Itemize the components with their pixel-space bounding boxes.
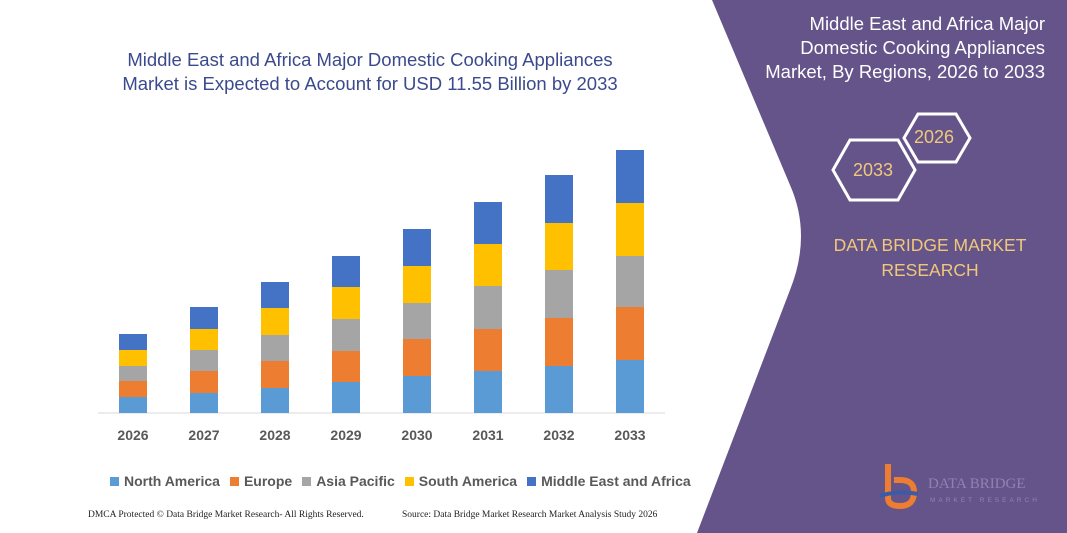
bar-segment-2029-asia-pacific [332,319,360,351]
bar-segment-2027-asia-pacific [190,350,218,371]
bar-segment-2032-middle-east-and-africa [545,175,573,223]
bar-segment-2031-asia-pacific [474,286,502,329]
bar-segment-2030-europe [403,339,431,376]
bar-segment-2027-north-america [190,393,218,413]
x-tick-label: 2031 [472,427,503,443]
bar-segment-2032-north-america [545,366,573,413]
bar-segment-2030-north-america [403,376,431,413]
chart-title: Middle East and Africa Major Domestic Co… [122,49,618,94]
legend-item: North America [110,473,220,489]
bar-segment-2029-middle-east-and-africa [332,256,360,287]
stacked-bar-chart: 2026 2027 2028 2029 2030 2031 2032 2033 [98,150,665,443]
brand-text: DATA BRIDGE MARKET RESEARCH [833,235,1027,280]
legend-label: Asia Pacific [316,473,395,489]
bar-segment-2031-north-america [474,371,502,413]
bar-segment-2032-asia-pacific [545,270,573,318]
footer-copyright: DMCA Protected © Data Bridge Market Rese… [88,510,364,520]
legend-swatch [229,476,239,486]
legend-label: North America [124,473,220,489]
bar-segment-2028-europe [261,361,289,388]
bar-segment-2031-middle-east-and-africa [474,202,502,244]
legend: North America Europe Asia Pacific South Ame… [110,473,691,489]
data-bridge-logo: DATA BRIDGE MARKET RESEARCH [879,464,1038,510]
footer-source: Source: Data Bridge Market Research Mark… [402,510,658,520]
bar-segment-2026-south-america [119,350,147,366]
bar-segment-2028-middle-east-and-africa [261,282,289,308]
bar-segment-2031-europe [474,329,502,371]
legend-item: Asia Pacific [302,473,395,489]
bar-segment-2027-middle-east-and-africa [190,307,218,329]
legend-label: Europe [243,473,293,489]
hex-2026 [902,112,972,164]
legend-label: South America [418,473,518,489]
x-tick-label: 2032 [543,427,574,443]
x-tick-label: 2033 [614,427,645,443]
bar-segment-2029-south-america [332,287,360,319]
x-tick-label: 2030 [401,427,432,443]
x-tick-label: 2029 [330,427,361,443]
svg-text:MARKET RESEARCH: MARKET RESEARCH [930,497,1038,504]
x-tick-label: 2028 [259,427,290,443]
bar-segment-2033-south-america [616,203,644,256]
legend-item: Middle East and Africa [527,473,691,489]
svg-text:DATA BRIDGE: DATA BRIDGE [928,476,1026,492]
legend-swatch [527,476,537,486]
bar-segment-2029-europe [332,351,360,382]
legend-swatch [404,476,414,486]
bar-segment-2033-middle-east-and-africa [616,150,644,203]
bar-segment-2026-europe [119,381,147,397]
bar-segment-2026-asia-pacific [119,366,147,381]
legend-item: South America [404,473,518,489]
x-tick-label: 2027 [188,427,219,443]
legend-label: Middle East and Africa [541,473,691,489]
logo-b-icon [885,464,918,510]
bar-segment-2033-asia-pacific [616,256,644,307]
bar-segment-2030-middle-east-and-africa [403,229,431,266]
bar-segment-2032-europe [545,318,573,366]
panel-background [697,0,1067,533]
bar-segment-2028-asia-pacific [261,335,289,361]
panel-title: Middle East and Africa Major Domestic Co… [765,13,1045,82]
bar-segment-2030-asia-pacific [403,303,431,339]
bar-segment-2033-europe [616,307,644,360]
bar-segment-2029-north-america [332,382,360,413]
x-tick-label: 2026 [117,427,148,443]
bar-segment-2033-north-america [616,360,644,413]
bar-segment-2031-south-america [474,244,502,286]
legend-item: Europe [229,473,293,489]
hex-2033-label: 2033 [853,160,894,180]
bar-segment-2027-europe [190,371,218,393]
hex-2026-label: 2026 [914,127,955,147]
bar-segment-2027-south-america [190,329,218,350]
bar-segment-2028-south-america [261,308,289,335]
bar-segment-2028-north-america [261,388,289,413]
bar-segment-2026-north-america [119,397,147,413]
hex-2033 [831,138,917,202]
bar-segment-2032-south-america [545,223,573,270]
bar-segment-2026-middle-east-and-africa [119,334,147,350]
legend-swatch [302,476,312,486]
bar-segment-2030-south-america [403,266,431,303]
legend-swatch [110,476,119,486]
